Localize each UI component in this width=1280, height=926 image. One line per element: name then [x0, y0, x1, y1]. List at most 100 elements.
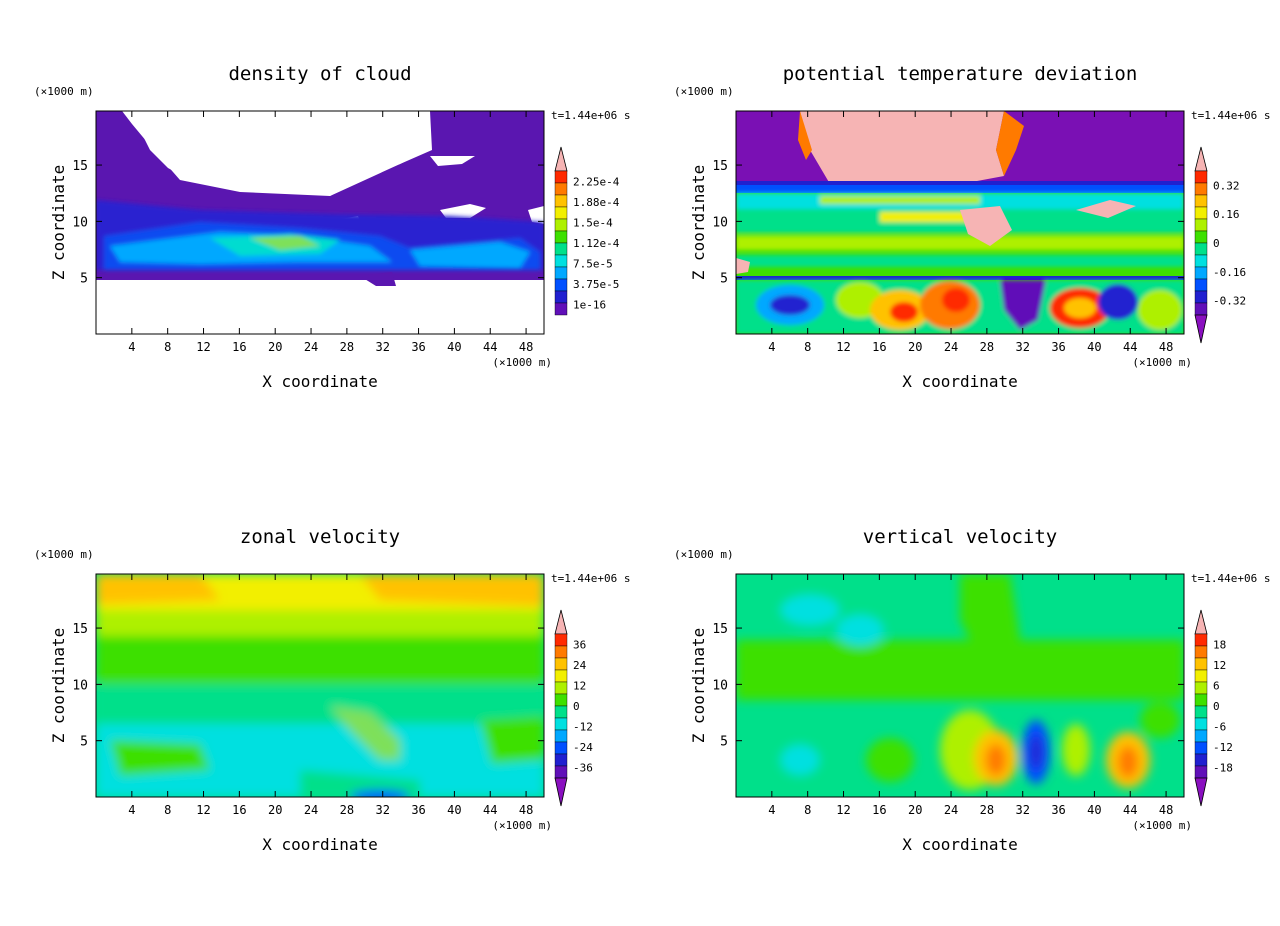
x-tick-label: 48 [519, 803, 533, 817]
colorbar: 2.25e-4 1.88e-4 1.5e-4 1.12e-4 7.5e-5 3.75e-5… [554, 146, 620, 316]
chart-panel-4: vertical velocity (×1000 m) t=1.44e+06 s (×… [674, 526, 1270, 854]
x-tick-label: 24 [304, 340, 318, 354]
colorbar-swatch [1194, 182, 1208, 196]
x-tick-label: 8 [804, 340, 811, 354]
colorbar-label: 2.25e-4 [573, 175, 620, 188]
x-tick-label: 28 [340, 340, 354, 354]
colorbar-swatch [554, 753, 568, 767]
colorbar-swatch [554, 182, 568, 196]
panel-potential-temperature-deviation [735, 110, 1185, 335]
colorbar-label: 0.32 [1213, 179, 1240, 192]
x-tick-label: 8 [164, 340, 171, 354]
x-tick-label: 12 [196, 803, 210, 817]
y-tick-label: 10 [712, 678, 728, 693]
x-axis-label: X coordinate [262, 835, 378, 854]
colorbar-label: 1.5e-4 [573, 216, 613, 229]
colorbar-swatch [554, 705, 568, 719]
x-tick-label: 48 [1159, 803, 1173, 817]
colorbar-swatch [554, 278, 568, 292]
x-tick-label: 12 [836, 340, 850, 354]
colorbar-swatch [554, 681, 568, 695]
colorbar-bottom-arrow [554, 777, 568, 807]
x-axis-label: X coordinate [262, 372, 378, 391]
x-tick-label: 44 [1123, 340, 1137, 354]
x-axis-label: X coordinate [902, 835, 1018, 854]
x-tick-label: 40 [447, 340, 461, 354]
x-tick-label: 20 [268, 803, 282, 817]
x-tick-label: 32 [375, 340, 389, 354]
y-axis-label: Z coordinate [689, 628, 708, 744]
colorbar-label: 12 [1213, 659, 1226, 672]
colorbar-swatch [554, 717, 568, 731]
colorbar-label: 0 [1213, 700, 1220, 713]
y-tick-label: 5 [80, 735, 88, 750]
y-tick-label: 10 [72, 678, 88, 693]
x-tick-label: 32 [1015, 340, 1029, 354]
colorbar-bottom-arrow [1194, 314, 1208, 344]
colorbar-swatch [554, 230, 568, 244]
x-tick-label: 32 [1015, 803, 1029, 817]
colorbar-swatch [1194, 645, 1208, 659]
colorbar-swatch [554, 669, 568, 683]
x-tick-label: 20 [268, 340, 282, 354]
time-label: t=1.44e+06 s [551, 109, 630, 122]
colorbar-label: 1.88e-4 [573, 196, 620, 209]
vertical-velocity-field [736, 574, 1184, 797]
x-tick-label: 48 [1159, 340, 1173, 354]
y-unit-label: (×1000 m) [674, 548, 734, 561]
colorbar-label: 0 [1213, 237, 1220, 250]
colorbar-swatch [554, 657, 568, 671]
chart-panel-2: potential temperature deviation (×1000 m)… [674, 63, 1270, 391]
x-tick-label: 36 [411, 340, 425, 354]
time-label: t=1.44e+06 s [1191, 572, 1270, 585]
y-tick-label: 15 [712, 159, 728, 174]
y-unit-label: (×1000 m) [34, 85, 94, 98]
colorbar-swatch [1194, 242, 1208, 256]
time-label: t=1.44e+06 s [551, 572, 630, 585]
x-tick-label: 36 [411, 803, 425, 817]
x-tick-label: 16 [872, 340, 886, 354]
x-tick-label: 4 [768, 340, 775, 354]
x-tick-label: 44 [1123, 803, 1137, 817]
colorbar-swatch [1194, 669, 1208, 683]
panel-density-of-cloud [95, 110, 545, 335]
colorbar-swatch [1194, 170, 1208, 184]
colorbar-swatch [1194, 765, 1208, 779]
colorbar-swatch [1194, 302, 1208, 316]
x-tick-label: 24 [944, 340, 958, 354]
colorbar-top-arrow [1194, 146, 1208, 172]
y-tick-label: 15 [72, 159, 88, 174]
colorbar-swatch [554, 729, 568, 743]
x-tick-label: 48 [519, 340, 533, 354]
x-tick-label: 28 [980, 803, 994, 817]
colorbar-label: 0 [573, 700, 580, 713]
colorbar-swatch [1194, 278, 1208, 292]
colorbar-label: -24 [573, 741, 593, 754]
colorbar-top-arrow [1194, 609, 1208, 635]
colorbar-swatch [1194, 206, 1208, 220]
y-tick-label: 10 [712, 215, 728, 230]
colorbar-swatch [1194, 717, 1208, 731]
colorbar-label: 12 [573, 679, 586, 692]
x-tick-label: 16 [232, 803, 246, 817]
colorbar-swatch [1194, 693, 1208, 707]
x-unit-label: (×1000 m) [1132, 819, 1192, 832]
colorbar-swatch [554, 254, 568, 268]
x-tick-label: 8 [164, 803, 171, 817]
y-tick-label: 10 [72, 215, 88, 230]
colorbar-label: 0.16 [1213, 208, 1240, 221]
x-tick-label: 28 [340, 803, 354, 817]
colorbar-label: 18 [1213, 638, 1226, 651]
colorbar-label: 1.12e-4 [573, 237, 620, 250]
chart-annotations: density of cloud (×1000 m) t=1.44e+06 s (×1… [34, 63, 1270, 854]
x-tick-label: 20 [908, 340, 922, 354]
y-tick-label: 5 [720, 735, 728, 750]
colorbar-swatch [1194, 753, 1208, 767]
y-axis-label: Z coordinate [49, 165, 68, 281]
colorbar-swatch [554, 693, 568, 707]
colorbar-swatch [554, 302, 568, 316]
colorbar-label: -0.16 [1213, 266, 1246, 279]
y-axis-label: Z coordinate [49, 628, 68, 744]
colorbar-swatch [554, 206, 568, 220]
